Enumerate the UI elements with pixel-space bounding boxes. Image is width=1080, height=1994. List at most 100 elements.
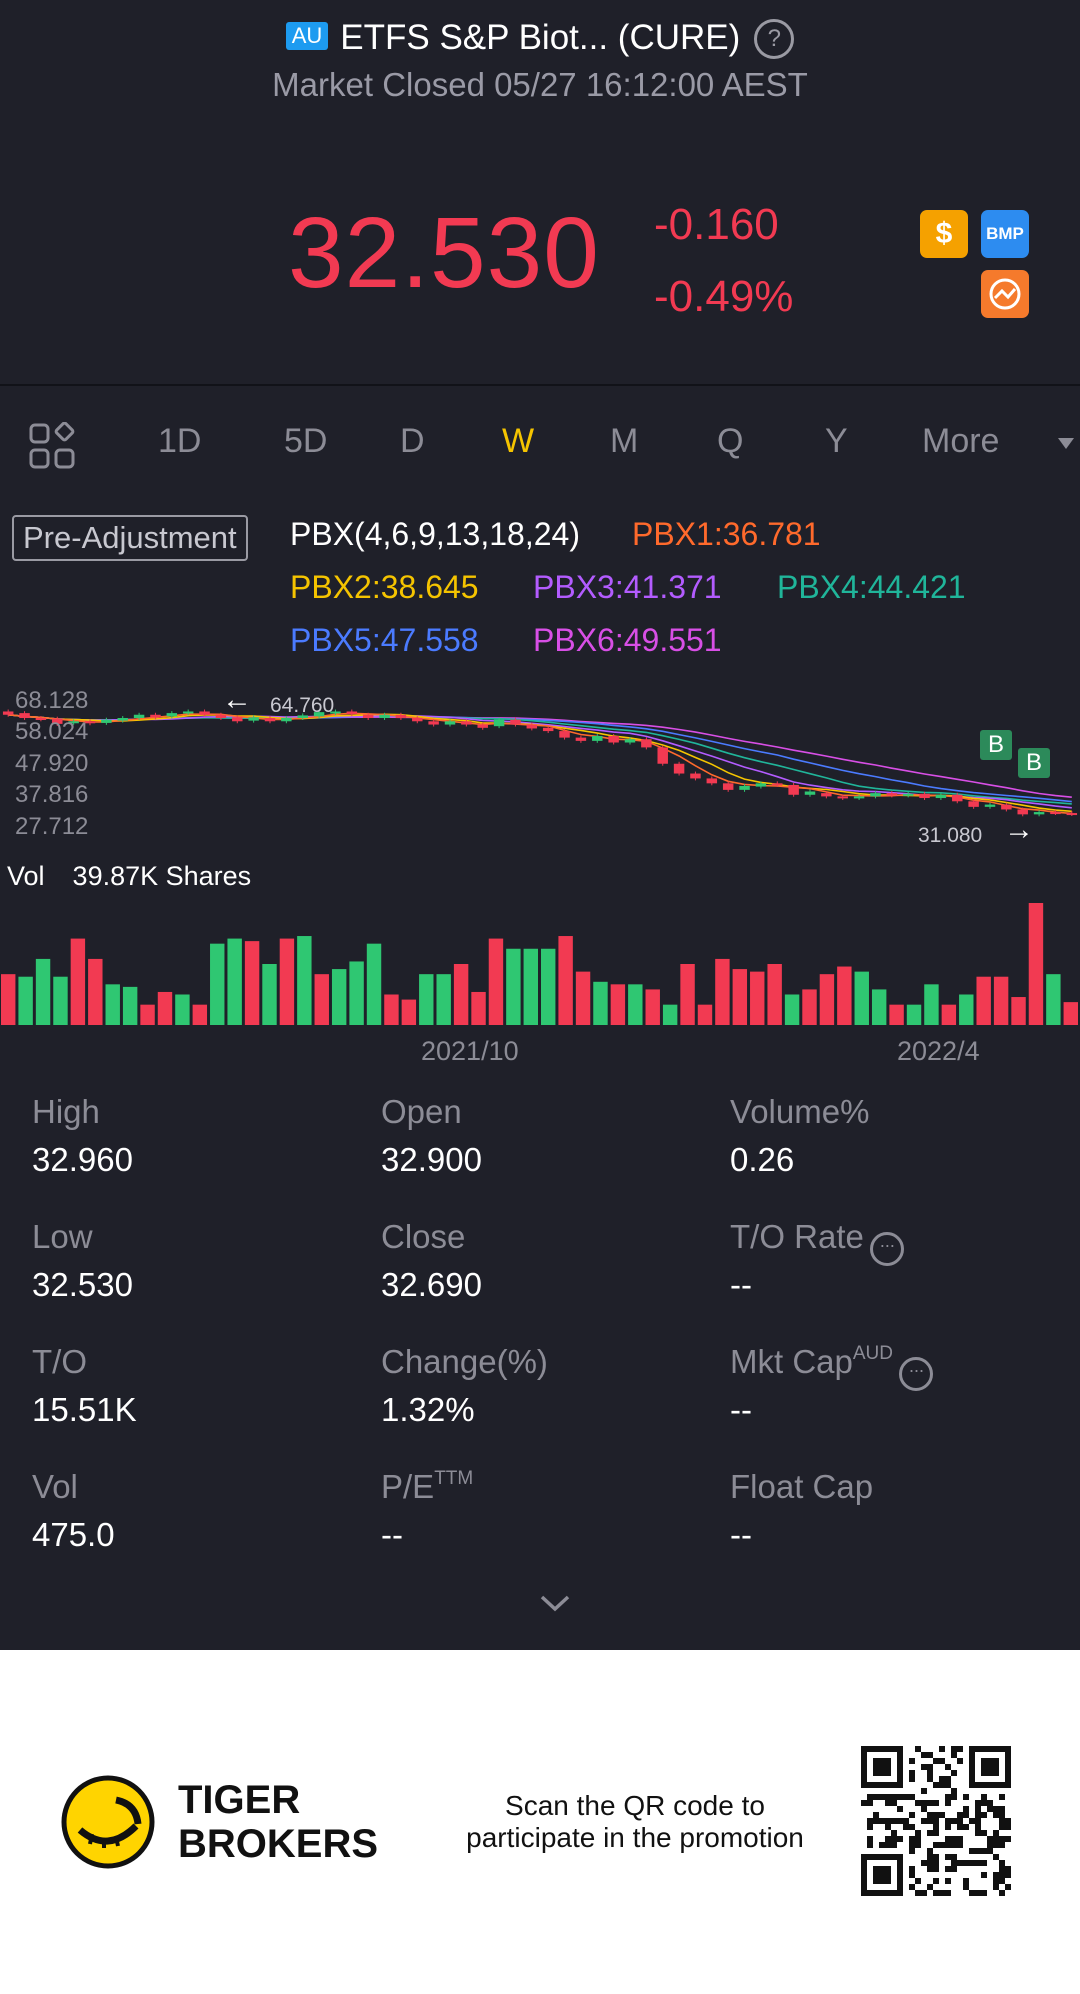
buy-marker[interactable]: B (1018, 748, 1050, 778)
volume-bar (1028, 903, 1044, 1025)
x-axis-label: 2022/4 (897, 1036, 980, 1066)
stat-label: Volume% (730, 1093, 869, 1131)
candle-body (313, 712, 325, 717)
tab-more[interactable]: More (922, 422, 1000, 460)
volume-bar (645, 989, 660, 1025)
x-axis-label: 2021/10 (421, 1036, 519, 1066)
candle-body (821, 793, 832, 797)
tab-w[interactable]: W (502, 422, 535, 460)
candle-body (575, 737, 587, 741)
candle-body (150, 714, 161, 718)
period-tabs: 1D 5D D W M Q Y More (0, 386, 1080, 498)
volume-bar (192, 1004, 208, 1025)
tab-m[interactable]: M (610, 422, 639, 460)
candlestick-chart[interactable] (0, 680, 1080, 850)
pbx3-line (8, 713, 1072, 809)
stat-value: 32.960 (32, 1141, 133, 1178)
more-info-icon[interactable]: ··· (869, 1232, 904, 1266)
y-axis-label: 47.920 (15, 750, 89, 777)
stat-value: 32.900 (381, 1141, 482, 1178)
pre-adjustment-toggle[interactable]: Pre-Adjustment (12, 515, 248, 561)
help-icon[interactable]: ? (754, 19, 795, 59)
candle-body (182, 711, 194, 714)
candle-body (935, 794, 947, 799)
volume-bar (680, 964, 695, 1025)
candle-body (35, 718, 47, 721)
pbx2-value: PBX2:38.645 (290, 569, 479, 605)
volume-bar (53, 976, 68, 1025)
chart-badge-icon[interactable] (981, 270, 1029, 318)
volume-bar (1011, 997, 1026, 1025)
volume-bar (140, 1004, 155, 1025)
volume-bar (993, 976, 1009, 1025)
stat-label-text: T/O (32, 1343, 87, 1380)
candle-body (542, 727, 554, 732)
price-change: -0.160 (654, 200, 779, 249)
volume-bar (244, 941, 260, 1025)
tab-1d[interactable]: 1D (158, 422, 202, 460)
bmp-icon[interactable]: BMP (981, 210, 1029, 258)
candle-body (755, 783, 767, 787)
brand-name: TIGER BROKERS (178, 1778, 378, 1866)
volume-bar (784, 994, 800, 1025)
stat-value: 32.690 (381, 1266, 482, 1303)
volume-bar (35, 958, 51, 1025)
candle-body (166, 713, 178, 717)
volume-bar (366, 943, 382, 1025)
candle-body (772, 783, 783, 786)
arrow-right-icon: → (1004, 813, 1034, 846)
stat-value: 475.0 (32, 1516, 115, 1553)
pbx1-value: PBX1:36.781 (632, 516, 821, 552)
layout-grid-icon[interactable] (28, 421, 76, 475)
chevron-down-icon[interactable] (1058, 438, 1074, 449)
candle-body (657, 747, 668, 764)
buy-marker[interactable]: B (980, 730, 1012, 760)
dollar-icon[interactable]: $ (920, 210, 968, 258)
stat-value: 1.32% (381, 1391, 475, 1428)
volume-title: Vol (7, 861, 45, 891)
volume-bar (628, 984, 643, 1025)
tiger-logo-icon (60, 1774, 156, 1875)
stat-label: T/O (32, 1343, 87, 1381)
stat-value: -- (730, 1391, 752, 1428)
qr-caption-line2: participate in the promotion (466, 1822, 804, 1853)
indicator-name[interactable]: PBX(4,6,9,13,18,24) (290, 516, 580, 552)
candle-body (706, 778, 718, 784)
candle-body (264, 718, 276, 722)
volume-bar (854, 971, 869, 1025)
candle-body (232, 717, 243, 722)
candle-body (493, 719, 505, 727)
stat-label-text: Open (381, 1093, 462, 1130)
candle-body (428, 721, 439, 725)
volume-bar (227, 938, 242, 1025)
volume-bar (210, 943, 225, 1025)
volume-bar (471, 991, 486, 1025)
chevron-down-icon[interactable] (538, 1592, 572, 1619)
tab-5d[interactable]: 5D (284, 422, 328, 460)
volume-bar (697, 1004, 713, 1025)
pbx1-line (8, 712, 1072, 815)
candle-body (362, 714, 374, 719)
candle-body (641, 739, 652, 748)
candle-body (952, 794, 963, 802)
tab-d[interactable]: D (400, 422, 425, 460)
stat-label: Vol (32, 1468, 78, 1506)
price-change-percent: -0.49% (654, 272, 794, 321)
volume-bar (941, 1004, 957, 1025)
tab-q[interactable]: Q (717, 422, 744, 460)
volume-bar (436, 974, 451, 1025)
stat-label-text: Change(%) (381, 1343, 548, 1380)
stat-label: Float Cap (730, 1468, 873, 1506)
more-info-icon[interactable]: ··· (899, 1357, 933, 1391)
volume-bar (419, 974, 434, 1025)
qr-code[interactable] (861, 1746, 1011, 1896)
candle-body (592, 735, 603, 741)
candle-body (297, 715, 308, 719)
volume-bar (488, 938, 504, 1025)
promo-footer: TIGER BROKERS Scan the QR code to partic… (0, 1650, 1080, 1994)
volume-bar (401, 999, 417, 1025)
volume-chart[interactable] (0, 895, 1080, 1025)
candle-body (412, 718, 423, 722)
tab-y[interactable]: Y (825, 422, 848, 460)
volume-bar (506, 948, 521, 1025)
